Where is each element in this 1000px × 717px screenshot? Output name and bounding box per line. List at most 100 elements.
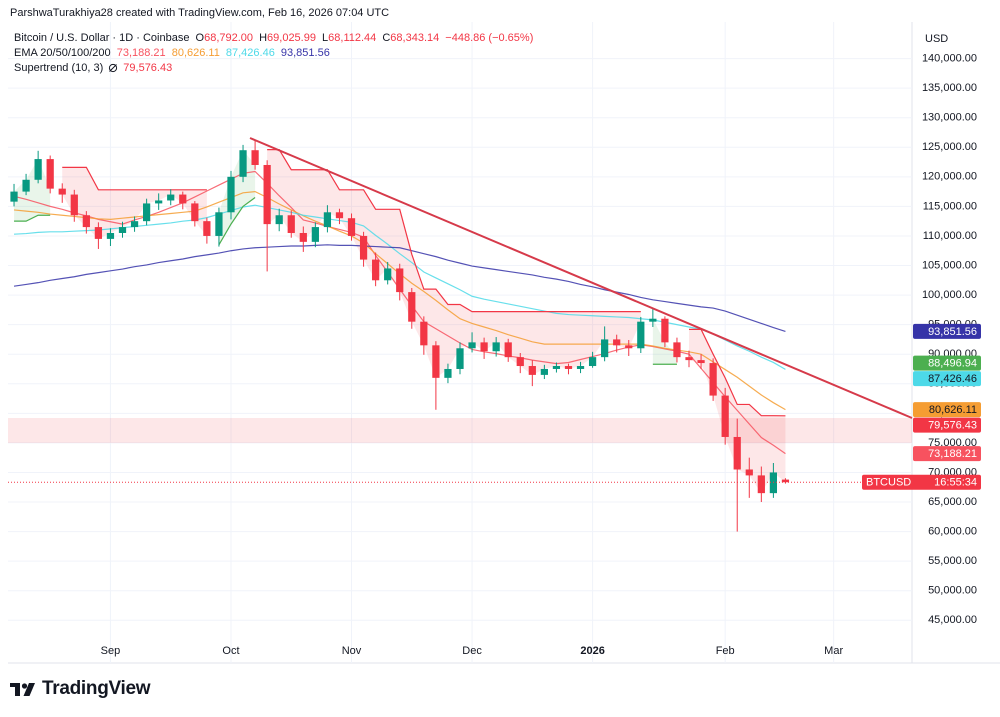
candle-body: [420, 321, 428, 346]
price-badge-label: 87,426.46: [928, 373, 977, 385]
candle-body: [613, 339, 621, 346]
x-tick-label: Oct: [222, 645, 239, 657]
candle-body: [191, 203, 199, 222]
candle-body: [142, 203, 151, 222]
candle-body: [10, 191, 18, 202]
x-tick-label: Feb: [716, 645, 735, 657]
ohlc-value: 68,792.00: [204, 32, 254, 44]
candle-body: [480, 342, 488, 352]
candle-body: [275, 215, 283, 225]
candle-body: [564, 366, 573, 369]
supertrend-fill: [652, 318, 677, 365]
candle-body: [323, 212, 332, 228]
candle-body: [94, 227, 103, 239]
candle-body: [335, 212, 344, 219]
candle-body: [468, 342, 476, 349]
candle-body: [721, 395, 729, 437]
y-tick-label: 110,000.00: [923, 230, 977, 242]
symbol-badge: [862, 474, 981, 490]
y-tick-label: 75,000.00: [928, 437, 977, 449]
candle-body: [781, 479, 790, 483]
y-tick-label: 55,000.00: [928, 555, 977, 567]
ema-value: 87,426.46: [225, 47, 275, 59]
candle-body: [70, 194, 78, 216]
supertrend-line: [62, 166, 207, 191]
y-tick-label: 130,000.00: [922, 112, 977, 124]
candle-body: [299, 232, 307, 242]
candle-body: [516, 357, 524, 367]
price-badge: [913, 371, 981, 387]
y-tick-label: 65,000.00: [928, 496, 977, 508]
symbol-label: BTCUSD: [866, 477, 911, 489]
trend-line-drawing: [249, 137, 913, 419]
candle-body: [601, 339, 609, 358]
candle-body: [155, 200, 163, 204]
candle-body: [408, 292, 416, 322]
candle-body: [709, 363, 717, 396]
candle-body: [745, 469, 753, 476]
ohlc-prefix: H: [259, 32, 268, 44]
candle-body: [396, 268, 404, 293]
supertrend-value: 79,576.43: [123, 62, 173, 74]
candle-body: [528, 366, 536, 375]
supertrend-line: [218, 197, 256, 246]
candle-body: [456, 348, 464, 369]
y-tick-label: 60,000.00: [928, 525, 977, 537]
candle-body: [203, 221, 211, 236]
ema-value: 93,851.56: [280, 47, 330, 59]
candle-body: [649, 318, 657, 322]
candle-body: [552, 366, 561, 369]
candle-body: [106, 232, 115, 239]
y-axis-label: USD: [925, 33, 948, 45]
ema-title: EMA 20/50/100/200: [14, 47, 111, 59]
symbol-title: Bitcoin / U.S. Dollar · 1D · Coinbase: [14, 32, 190, 44]
candle-body: [167, 194, 175, 201]
y-tick-label: 120,000.00: [922, 171, 977, 183]
price-badge: [913, 402, 981, 418]
change: −448.86 (−0.65%): [445, 32, 534, 44]
price-badge-label: 93,851.56: [928, 326, 977, 338]
y-tick-label: 105,000.00: [922, 259, 977, 271]
candle-body: [697, 360, 705, 364]
candle-body: [540, 368, 548, 375]
supertrend-fill: [62, 167, 207, 239]
candle-body: [239, 150, 247, 177]
candle-body: [287, 215, 295, 233]
legend-ema: EMA 20/50/100/200 73,188.21 80,626.11 87…: [14, 47, 333, 59]
candle-body: [372, 259, 380, 281]
brand: TradingView: [42, 678, 151, 699]
candle-body: [179, 194, 187, 204]
ohlc-value: 69,025.99: [267, 32, 316, 44]
countdown-label: 16:55:34: [934, 477, 977, 489]
y-tick-label: 45,000.00: [928, 614, 977, 626]
candle-body: [118, 227, 127, 233]
candle-body: [215, 212, 223, 236]
candle-body: [251, 150, 259, 165]
candle-body: [130, 221, 139, 228]
candle-body: [444, 368, 452, 378]
candle-body: [227, 176, 235, 213]
price-badge-label: 88,496.94: [928, 357, 977, 369]
ohlc-prefix: O: [195, 32, 205, 44]
candle-body: [733, 436, 741, 470]
candle-body: [757, 475, 765, 494]
ohlc-prefix: C: [382, 32, 391, 44]
y-tick-label: 135,000.00: [922, 82, 977, 94]
hidden-icon: [109, 63, 118, 73]
candle-body: [673, 342, 681, 358]
y-tick-label: 50,000.00: [928, 585, 977, 597]
candle-body: [625, 345, 633, 349]
supertrend-line: [14, 214, 51, 222]
ema-line: [13, 204, 786, 370]
candle-body: [347, 218, 356, 236]
candle-body: [46, 159, 54, 189]
candle-body: [263, 164, 271, 225]
candle-body: [22, 179, 30, 192]
candle-body: [384, 268, 392, 281]
ohlc-prefix: L: [322, 32, 329, 44]
logo-mark: [10, 683, 35, 696]
candle-body: [637, 321, 645, 349]
y-tick-label: 125,000.00: [922, 141, 977, 153]
